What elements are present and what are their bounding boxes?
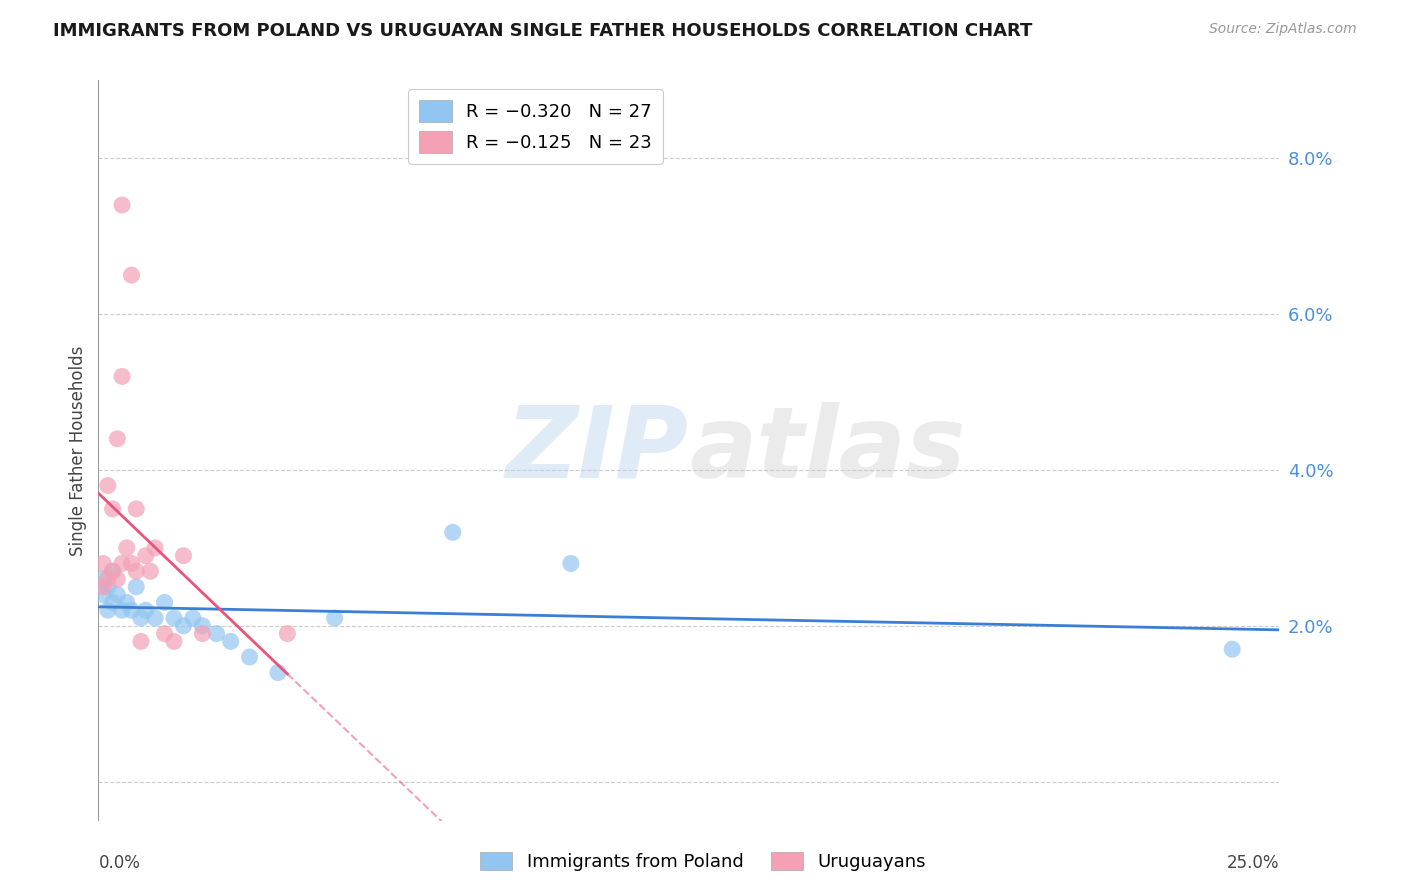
Point [105, 432, 128, 446]
Point [111, 557, 134, 571]
Point [219, 634, 242, 648]
Text: IMMIGRANTS FROM POLAND VS URUGUAYAN SINGLE FATHER HOUSEHOLDS CORRELATION CHART: IMMIGRANTS FROM POLAND VS URUGUAYAN SING… [53, 22, 1033, 40]
Text: atlas: atlas [689, 402, 966, 499]
Point [105, 572, 128, 586]
Point [1220, 642, 1243, 657]
Point [143, 611, 166, 625]
Text: 0.0%: 0.0% [98, 854, 141, 872]
Point [111, 603, 134, 617]
Point [172, 619, 194, 633]
Point [111, 369, 134, 384]
Point [560, 557, 582, 571]
Y-axis label: Single Father Households: Single Father Households [69, 345, 87, 556]
Point [91, 572, 114, 586]
Text: ZIP: ZIP [506, 402, 689, 499]
Point [276, 626, 298, 640]
Point [135, 603, 157, 617]
Point [97, 580, 120, 594]
Point [172, 549, 194, 563]
Point [267, 665, 290, 680]
Point [181, 611, 204, 625]
Point [125, 564, 148, 578]
Point [97, 603, 120, 617]
Point [323, 611, 346, 625]
Point [239, 650, 262, 665]
Point [91, 580, 114, 594]
Point [121, 268, 143, 282]
Point [101, 564, 124, 578]
Point [129, 634, 152, 648]
Point [125, 502, 148, 516]
Point [115, 595, 138, 609]
Point [441, 525, 464, 540]
Point [115, 541, 138, 555]
Point [91, 557, 114, 571]
Point [121, 603, 143, 617]
Point [191, 619, 214, 633]
Point [153, 626, 176, 640]
Legend: Immigrants from Poland, Uruguayans: Immigrants from Poland, Uruguayans [472, 845, 934, 879]
Text: 25.0%: 25.0% [1227, 854, 1279, 872]
Point [143, 541, 166, 555]
Legend: R = −0.320   N = 27, R = −0.125   N = 23: R = −0.320 N = 27, R = −0.125 N = 23 [408, 89, 662, 164]
Point [97, 572, 120, 586]
Point [191, 626, 214, 640]
Point [121, 557, 143, 571]
Point [135, 549, 157, 563]
Point [163, 611, 186, 625]
Point [129, 611, 152, 625]
Point [105, 588, 128, 602]
Point [111, 198, 134, 212]
Text: Source: ZipAtlas.com: Source: ZipAtlas.com [1209, 22, 1357, 37]
Point [163, 634, 186, 648]
Point [205, 626, 228, 640]
Point [101, 564, 124, 578]
Point [125, 580, 148, 594]
Point [153, 595, 176, 609]
Point [91, 588, 114, 602]
Point [97, 478, 120, 492]
Point [101, 595, 124, 609]
Point [101, 502, 124, 516]
Point [139, 564, 162, 578]
